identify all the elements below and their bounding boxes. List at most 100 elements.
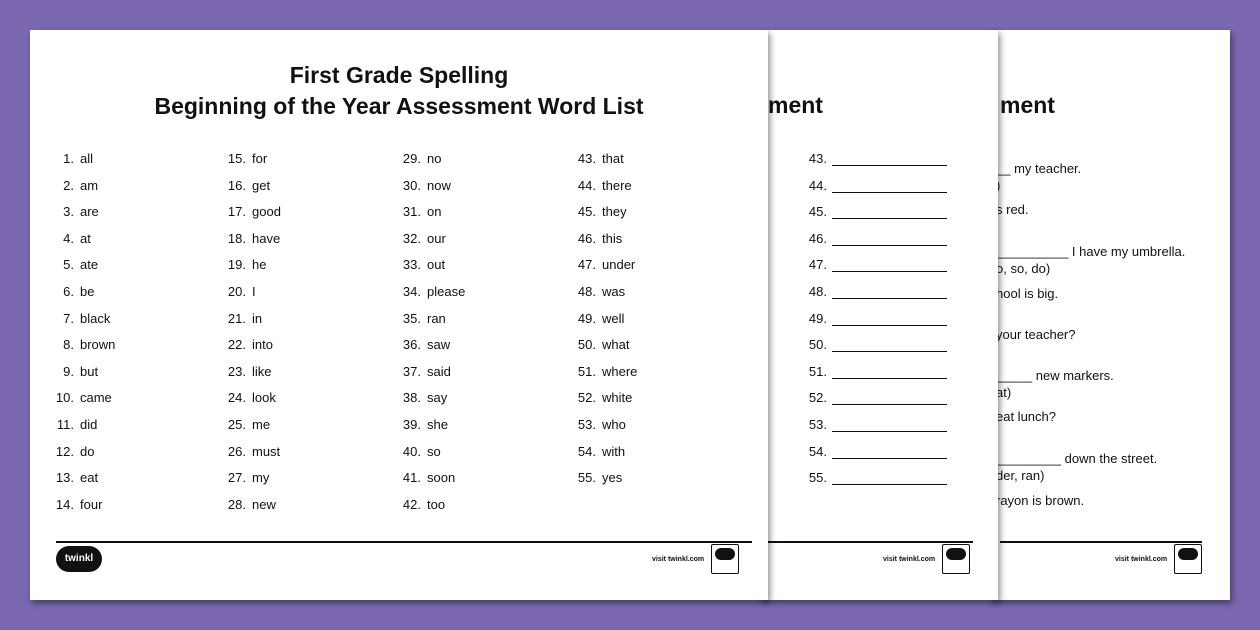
answer-number: 52.: [808, 390, 827, 406]
word-text: into: [252, 337, 273, 353]
word-number: 23.: [227, 363, 246, 379]
word-text: me: [252, 417, 271, 432]
visit-link[interactable]: visit twinkl.com: [883, 556, 936, 563]
word-number: 54.: [577, 443, 596, 459]
word-number: 14.: [55, 496, 74, 512]
footer-rule: [768, 541, 973, 543]
word-number: 8.: [63, 337, 74, 353]
word-text: be: [80, 284, 95, 299]
word-number: 36.: [402, 337, 421, 353]
word-text: brown: [80, 337, 116, 353]
word-number: 24.: [227, 390, 246, 406]
word-text: that: [602, 151, 624, 166]
page-title-fragment: ment: [1000, 92, 1055, 118]
word-number: 16.: [227, 177, 246, 193]
word-text: he: [252, 257, 267, 273]
answer-number: 54.: [808, 443, 827, 459]
word-number: 26.: [227, 443, 246, 459]
word-number: 39.: [402, 417, 421, 432]
answer-line: [832, 191, 947, 193]
answer-number: 43.: [808, 151, 827, 166]
word-text: say: [427, 390, 448, 406]
answer-number: 50.: [808, 337, 827, 353]
word-text: my: [252, 470, 270, 486]
word-text: am: [80, 177, 99, 193]
word-text: well: [602, 310, 625, 326]
word-number: 12.: [55, 443, 74, 459]
middle-worksheet-page: ment 43. 44. 45. 46. 47. 48. 49. 50. 51. 52. 53. 54…: [760, 30, 998, 600]
word-text: came: [80, 390, 112, 406]
word-text: are: [80, 204, 99, 220]
word-text: where: [602, 363, 638, 379]
word-text: who: [602, 417, 626, 432]
answer-number: 47.: [808, 257, 827, 273]
word-text: did: [80, 417, 98, 432]
sentence-fragment: __ my teacher.: [996, 161, 1082, 176]
sentence-fragment: __________ I have my umbrella.: [996, 244, 1186, 259]
word-number: 3.: [63, 204, 74, 220]
word-number: 10.: [55, 390, 74, 406]
word-text: too: [427, 496, 446, 512]
word-text: was: [602, 284, 626, 299]
answer-line: [832, 431, 947, 432]
word-number: 45.: [577, 204, 596, 220]
word-number: 38.: [402, 390, 421, 406]
word-number: 11.: [56, 417, 74, 432]
word-text: there: [602, 177, 632, 193]
answer-number: 44.: [808, 177, 827, 193]
visit-link[interactable]: visit twinkl.com: [652, 556, 705, 563]
word-text: like: [252, 363, 272, 379]
word-text: for: [252, 151, 268, 166]
word-number: 31.: [402, 204, 421, 220]
sentence-fragment: ): [996, 178, 1001, 193]
word-number: 47.: [577, 257, 596, 273]
word-text: get: [252, 177, 271, 193]
word-text: on: [427, 204, 442, 220]
word-text: at: [80, 230, 91, 246]
answer-number: 51.: [808, 363, 827, 379]
word-text: our: [427, 230, 446, 246]
word-number: 35.: [402, 310, 421, 326]
word-number: 29.: [402, 151, 421, 166]
page-title-fragment: ment: [768, 92, 823, 118]
word-text: good: [252, 204, 281, 220]
answer-line: [832, 298, 947, 299]
word-text: with: [602, 443, 626, 459]
answer-number: 53.: [808, 417, 827, 432]
word-text: out: [427, 257, 446, 273]
word-text: saw: [427, 337, 451, 353]
word-text: in: [252, 310, 263, 326]
answer-number: 55.: [808, 470, 827, 486]
word-text: now: [427, 177, 451, 193]
word-text: under: [602, 257, 636, 273]
word-text: she: [427, 417, 448, 432]
word-number: 9.: [63, 363, 74, 379]
word-text: this: [602, 230, 623, 246]
word-number: 30.: [402, 177, 421, 193]
sentence-fragment: hool is big.: [996, 286, 1059, 301]
word-number: 50.: [577, 337, 596, 353]
answer-number: 46.: [808, 230, 827, 246]
word-number: 46.: [577, 230, 596, 246]
word-number: 20.: [227, 284, 246, 299]
word-number: 2.: [63, 177, 74, 193]
answer-line: [832, 271, 947, 273]
footer-rule: [56, 541, 752, 543]
word-number: 49.: [577, 310, 596, 326]
word-number: 1.: [63, 151, 74, 166]
word-text: new: [252, 496, 276, 512]
word-number: 27.: [227, 470, 246, 486]
answer-number: 48.: [808, 284, 827, 299]
word-number: 15.: [227, 151, 246, 166]
word-number: 37.: [402, 363, 421, 379]
word-number: 4.: [63, 230, 74, 246]
quality-badge-icon: [1174, 544, 1202, 574]
sentence-fragment: _________ down the street.: [996, 451, 1158, 466]
word-text: all: [80, 151, 94, 166]
sentence-fragment: at): [996, 385, 1012, 400]
visit-link[interactable]: visit twinkl.com: [1115, 556, 1168, 563]
footer-rule: [1000, 541, 1202, 543]
word-text: do: [80, 443, 95, 459]
answer-line: [832, 351, 947, 353]
sentence-fragment: _____ new markers.: [996, 368, 1114, 383]
